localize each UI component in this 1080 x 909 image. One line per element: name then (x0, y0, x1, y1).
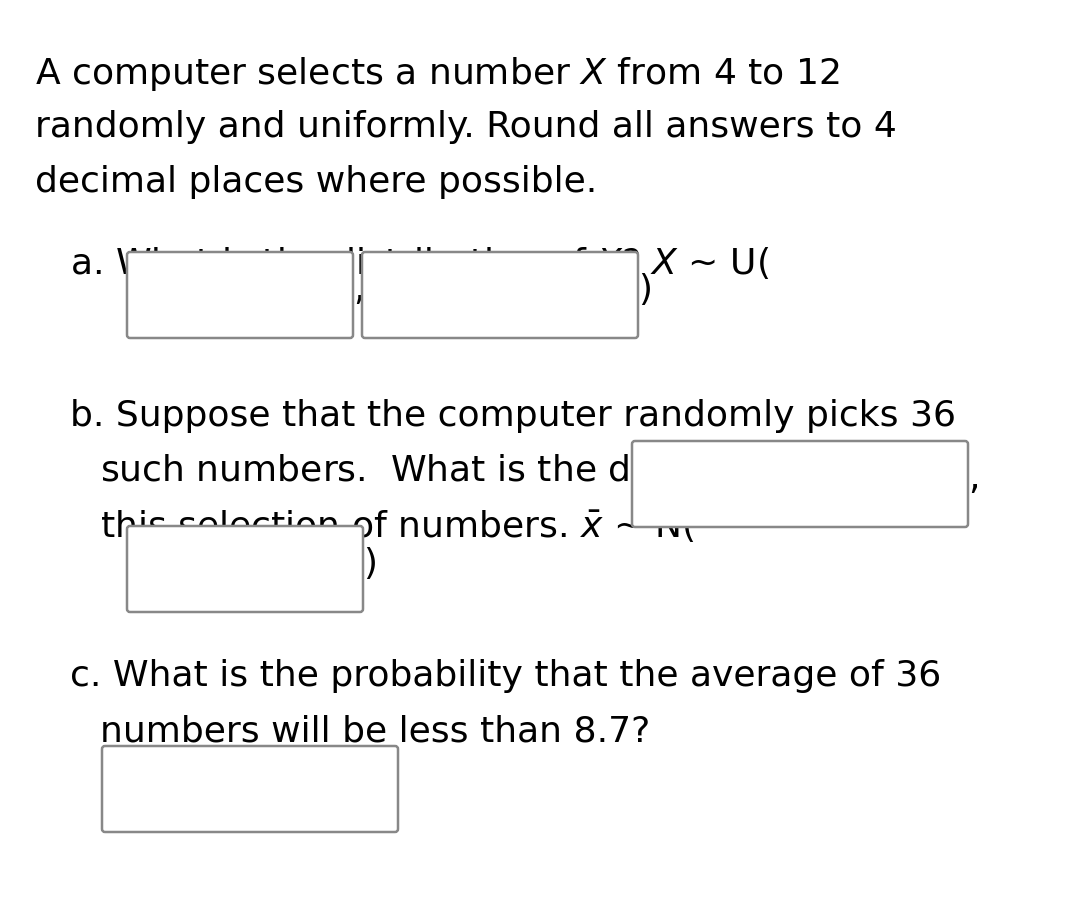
Text: ,: , (353, 273, 365, 307)
FancyBboxPatch shape (632, 441, 968, 527)
Text: ): ) (363, 547, 377, 581)
Text: this selection of numbers. $\bar{x}$ ~ N(: this selection of numbers. $\bar{x}$ ~ N… (100, 509, 696, 545)
Text: ): ) (638, 273, 652, 307)
Text: b. Suppose that the computer randomly picks 36: b. Suppose that the computer randomly pi… (70, 399, 956, 433)
Text: such numbers.  What is the distribution of $\bar{x}$ for: such numbers. What is the distribution o… (100, 454, 956, 488)
FancyBboxPatch shape (362, 252, 638, 338)
Text: ,: , (968, 462, 980, 496)
Text: randomly and uniformly. Round all answers to 4: randomly and uniformly. Round all answer… (35, 110, 896, 144)
FancyBboxPatch shape (102, 746, 399, 832)
FancyBboxPatch shape (127, 252, 353, 338)
Text: decimal places where possible.: decimal places where possible. (35, 165, 597, 199)
Text: c. What is the probability that the average of 36: c. What is the probability that the aver… (70, 659, 942, 693)
Text: numbers will be less than 8.7?: numbers will be less than 8.7? (100, 714, 650, 748)
FancyBboxPatch shape (127, 526, 363, 612)
Text: a. What is the distribution of $X$? $X$ ~ U(: a. What is the distribution of $X$? $X$ … (70, 245, 769, 281)
Text: A computer selects a number $X$ from 4 to 12: A computer selects a number $X$ from 4 t… (35, 55, 840, 93)
